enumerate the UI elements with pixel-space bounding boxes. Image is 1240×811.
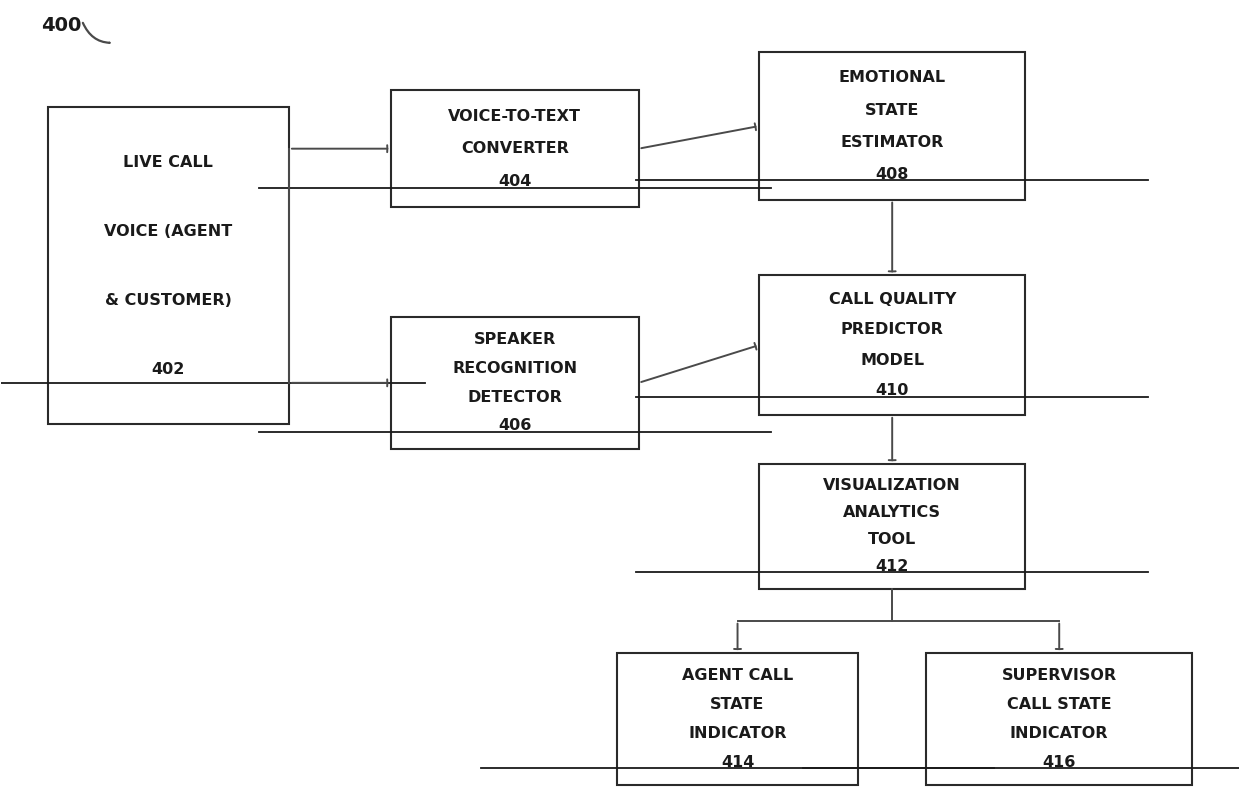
Text: SUPERVISOR: SUPERVISOR [1002,668,1117,684]
Text: STATE: STATE [711,697,765,712]
Text: CALL STATE: CALL STATE [1007,697,1111,712]
Text: 402: 402 [151,362,185,377]
Bar [759,53,1025,200]
Text: VOICE (AGENT: VOICE (AGENT [104,224,233,238]
Text: CALL QUALITY: CALL QUALITY [828,292,956,307]
Text: RECOGNITION: RECOGNITION [453,361,578,376]
Text: 414: 414 [720,754,754,770]
Text: PREDICTOR: PREDICTOR [841,323,944,337]
Bar [618,653,858,785]
FancyArrowPatch shape [83,23,109,43]
Text: VOICE-TO-TEXT: VOICE-TO-TEXT [449,109,582,123]
Text: 410: 410 [875,383,909,398]
Text: SPEAKER: SPEAKER [474,333,556,347]
Text: AGENT CALL: AGENT CALL [682,668,794,684]
Text: STATE: STATE [866,102,919,118]
Bar [48,107,289,424]
Text: EMOTIONAL: EMOTIONAL [838,71,946,85]
Text: LIVE CALL: LIVE CALL [124,155,213,169]
Text: ANALYTICS: ANALYTICS [843,505,941,521]
Bar [759,464,1025,589]
Text: ESTIMATOR: ESTIMATOR [841,135,944,149]
Text: & CUSTOMER): & CUSTOMER) [105,293,232,307]
Text: VISUALIZATION: VISUALIZATION [823,478,961,493]
Text: 408: 408 [875,166,909,182]
Text: CONVERTER: CONVERTER [461,141,569,157]
Text: INDICATOR: INDICATOR [688,726,787,740]
Text: DETECTOR: DETECTOR [467,390,562,405]
Bar [926,653,1192,785]
Text: 416: 416 [1043,754,1076,770]
Bar [391,317,639,449]
Text: 412: 412 [875,560,909,574]
Text: 400: 400 [41,16,82,36]
Text: 406: 406 [498,418,532,433]
Text: TOOL: TOOL [868,532,916,547]
Text: MODEL: MODEL [861,353,924,367]
Bar [759,275,1025,415]
Text: INDICATOR: INDICATOR [1009,726,1109,740]
Bar [391,90,639,208]
Text: 404: 404 [498,174,532,189]
